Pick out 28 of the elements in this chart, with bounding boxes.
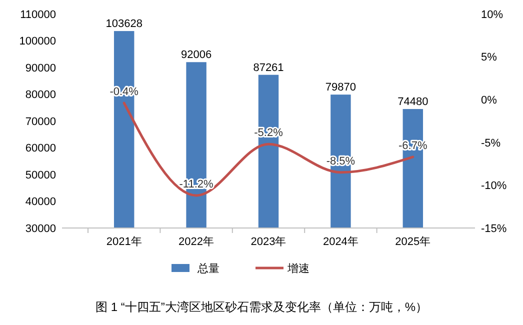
x-tick-label: 2022年 bbox=[178, 236, 214, 248]
y-tick-label: 90000 bbox=[25, 62, 56, 74]
x-tick-label: 2024年 bbox=[322, 236, 358, 248]
y2-tick-label: 0% bbox=[481, 94, 498, 106]
y-tick-label: 100000 bbox=[19, 36, 56, 48]
y-tick-label: 110000 bbox=[20, 8, 56, 21]
x-tick-label: 2025年 bbox=[395, 236, 431, 248]
y2-tick-label: -15% bbox=[481, 222, 507, 235]
data-label: 74480 bbox=[398, 96, 428, 108]
data-label: 87261 bbox=[253, 62, 284, 74]
x-tick-label: 2023年 bbox=[250, 236, 286, 248]
y-tick-label: 50000 bbox=[25, 169, 56, 182]
y2-tick-label: -5% bbox=[481, 137, 501, 150]
y-tick-label: 70000 bbox=[25, 116, 56, 128]
y-tick-label: 80000 bbox=[25, 89, 56, 102]
text: 图 1 “十四五”大湾区地区砂石需求及变化率（单位：万吨，%） bbox=[95, 300, 428, 314]
y-tick-label: 30000 bbox=[25, 222, 56, 235]
data-label: 92006 bbox=[181, 49, 212, 62]
y-tick-label: 40000 bbox=[25, 196, 56, 208]
data-label: 103628 bbox=[106, 18, 142, 30]
data-label: 79870 bbox=[325, 82, 356, 94]
y2-tick-label: 5% bbox=[481, 52, 498, 64]
y-tick-label: 60000 bbox=[25, 142, 56, 155]
legend-label: 增速 bbox=[286, 262, 310, 275]
legend-label: 总量 bbox=[196, 262, 220, 275]
y2-tick-label: -10% bbox=[481, 180, 507, 192]
x-tick-label: 2021年 bbox=[106, 236, 142, 248]
y2-tick-label: 10% bbox=[481, 8, 504, 21]
